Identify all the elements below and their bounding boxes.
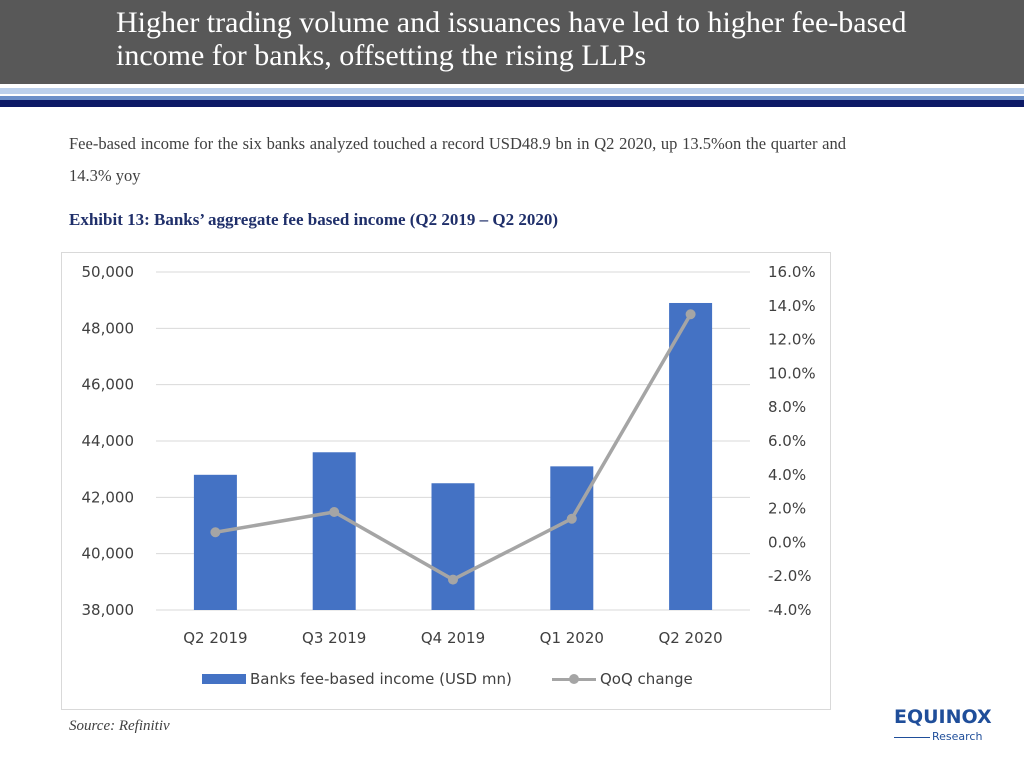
bar [550,466,594,610]
y-right-tick-label: -4.0% [768,601,812,619]
x-tick-label: Q2 2019 [183,629,247,647]
y-right-tick-label: 0.0% [768,533,806,551]
qoq-point [448,574,458,585]
qoq-point [210,527,221,538]
legend-bar-swatch [202,674,246,684]
header-bar: Higher trading volume and issuances have… [0,0,1024,84]
divider-stripe [0,100,1024,107]
qoq-point [685,309,696,320]
bar [431,483,475,610]
y-left-tick-label: 48,000 [82,319,135,337]
divider-stripe [0,88,1024,94]
x-tick-label: Q1 2020 [540,629,604,647]
y-right-tick-label: 10.0% [768,364,816,382]
bar [669,302,713,610]
y-left-tick-label: 50,000 [82,263,135,281]
y-right-tick-label: 16.0% [768,263,816,281]
divider-stripe [0,96,1024,100]
y-left-tick-label: 46,000 [82,376,135,394]
bar [193,474,237,610]
x-tick-label: Q3 2019 [302,629,366,647]
chart-svg: 38,000 40,000 42,000 44,000 46,000 48,000 50,0… [82,263,816,647]
y-left-tick-label: 38,000 [82,601,135,619]
y-right-tick-label: -2.0% [768,567,812,585]
y-left-tick-label: 42,000 [82,488,135,506]
page-title: Higher trading volume and issuances have… [116,6,907,72]
logo-subtitle: Research [932,730,983,743]
y-left-tick-label: 40,000 [82,545,135,563]
exhibit-title: Exhibit 13: Banks’ aggregate fee based i… [69,210,559,229]
qoq-point [329,506,340,517]
x-tick-label: Q2 2020 [658,629,722,647]
y-right-tick-label: 6.0% [768,432,806,450]
y-right-tick-label: 4.0% [768,466,806,484]
chart-container: 38,000 40,000 42,000 44,000 46,000 48,000 50,0… [61,252,831,710]
equinox-logo: EQUINOX Research [890,706,992,746]
source-note: Source: Refinitiv [69,718,170,734]
legend-item-bars: Banks fee-based income (USD mn) [202,667,512,691]
intro-paragraph: Fee-based income for the six banks analy… [69,134,846,185]
divider-stripe [0,94,1024,96]
legend-label-line: QoQ change [600,670,693,688]
logo-wordmark: EQUINOX [894,706,992,728]
y-right-tick-label: 2.0% [768,500,806,518]
divider-stripe [0,84,1024,88]
y-right-tick-label: 12.0% [768,331,816,349]
logo-rule [894,737,930,738]
chart-legend: Banks fee-based income (USD mn) QoQ chan… [62,667,830,691]
legend-label-bars: Banks fee-based income (USD mn) [250,670,512,688]
legend-line-swatch [552,674,596,684]
y-left-tick-label: 44,000 [82,432,135,450]
y-right-tick-label: 14.0% [768,297,816,315]
x-tick-label: Q4 2019 [421,629,485,647]
qoq-point [566,513,577,524]
bar [312,452,356,610]
y-right-tick-label: 8.0% [768,398,806,416]
legend-item-line: QoQ change [552,667,693,691]
